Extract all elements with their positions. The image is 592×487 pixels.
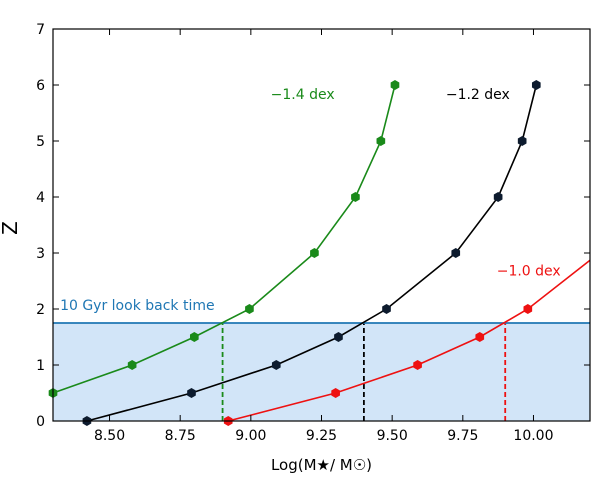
data-point (351, 192, 360, 202)
data-point (334, 332, 343, 342)
data-point (127, 360, 137, 370)
series-line (228, 259, 591, 422)
x-tick-label: 9.00 (235, 428, 266, 444)
series-label: −1.4 dex (271, 87, 335, 103)
data-point (310, 248, 319, 258)
y-tick-label: 6 (36, 78, 45, 94)
data-point (413, 360, 422, 370)
data-point (475, 332, 485, 342)
data-point (493, 192, 503, 202)
data-point (271, 360, 281, 370)
vertical-reference-lines (221, 323, 507, 421)
threshold-label: 10 Gyr look back time (60, 298, 215, 314)
data-point (390, 80, 400, 90)
y-tick-label: 5 (36, 134, 45, 150)
x-tick-label: 8.50 (94, 428, 125, 444)
series-label: −1.2 dex (446, 87, 510, 103)
x-tick-label: 9.50 (377, 428, 408, 444)
x-tick-label: 10.00 (513, 428, 553, 444)
x-tick-label: 8.75 (165, 428, 196, 444)
x-axis: 8.50 8.75 9.00 9.25 9.50 9.75 10.00 (94, 29, 554, 444)
data-point (531, 80, 541, 90)
data-point (451, 248, 461, 258)
plot-area-background (53, 323, 590, 421)
y-tick-label: 0 (36, 414, 45, 430)
data-point (382, 304, 391, 314)
series-line (52, 84, 396, 394)
y-tick-label: 3 (36, 246, 45, 262)
data-point (245, 304, 254, 314)
y-tick-label: 4 (36, 190, 45, 206)
y-axis: 0 1 2 3 4 5 6 7 (36, 22, 590, 430)
data-point (187, 388, 196, 398)
y-tick-label: 7 (36, 22, 45, 38)
data-point (331, 388, 340, 398)
series: −1.2 dex (82, 80, 541, 426)
y-axis-title: Z (0, 221, 22, 235)
threshold-fill (53, 323, 590, 421)
x-tick-label: 9.25 (306, 428, 337, 444)
y-tick-label: 2 (36, 302, 45, 318)
x-axis-title: Log(M★/ M☉) (271, 456, 372, 474)
data-point (189, 332, 199, 342)
data-point (523, 304, 533, 314)
y-tick-label: 1 (36, 358, 45, 374)
x-tick-label: 9.75 (447, 428, 478, 444)
data-point (517, 136, 527, 146)
series-label: −1.0 dex (497, 263, 561, 279)
data-point (376, 136, 386, 146)
